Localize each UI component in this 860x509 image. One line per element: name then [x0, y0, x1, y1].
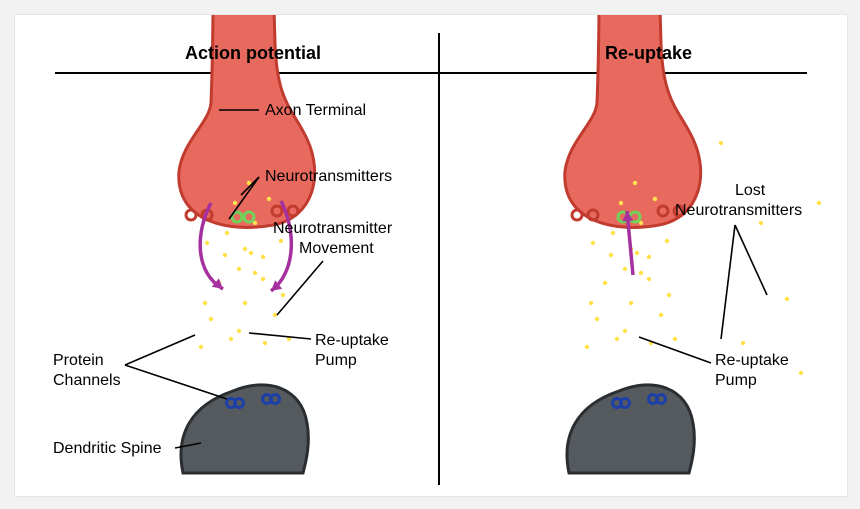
- label-axon-terminal: Axon Terminal: [265, 102, 366, 119]
- diagram-svg: Action potential Re-uptake Axon Terminal Ne…: [15, 15, 847, 496]
- svg-text:Neurotransmitters: Neurotransmitters: [675, 202, 802, 219]
- label-neurotransmitters: Neurotransmitters: [265, 168, 392, 185]
- label-reuptake-pump-left: Re-uptake: [315, 332, 389, 349]
- title-right: Re-uptake: [605, 43, 692, 63]
- svg-text:Pump: Pump: [715, 372, 757, 389]
- label-nt-movement: Neurotransmitter: [273, 220, 393, 237]
- label-reuptake-pump-right: Re-uptake: [715, 352, 789, 369]
- svg-text:Pump: Pump: [315, 352, 357, 369]
- label-dendritic-spine: Dendritic Spine: [53, 440, 162, 457]
- label-lost-neurotransmitters: Lost: [735, 182, 766, 199]
- svg-text:Movement: Movement: [299, 240, 374, 257]
- svg-text:Channels: Channels: [53, 372, 121, 389]
- title-left: Action potential: [185, 43, 321, 63]
- diagram-frame: Action potential Re-uptake Axon Terminal Ne…: [14, 14, 848, 497]
- label-protein-channels: Protein: [53, 352, 104, 369]
